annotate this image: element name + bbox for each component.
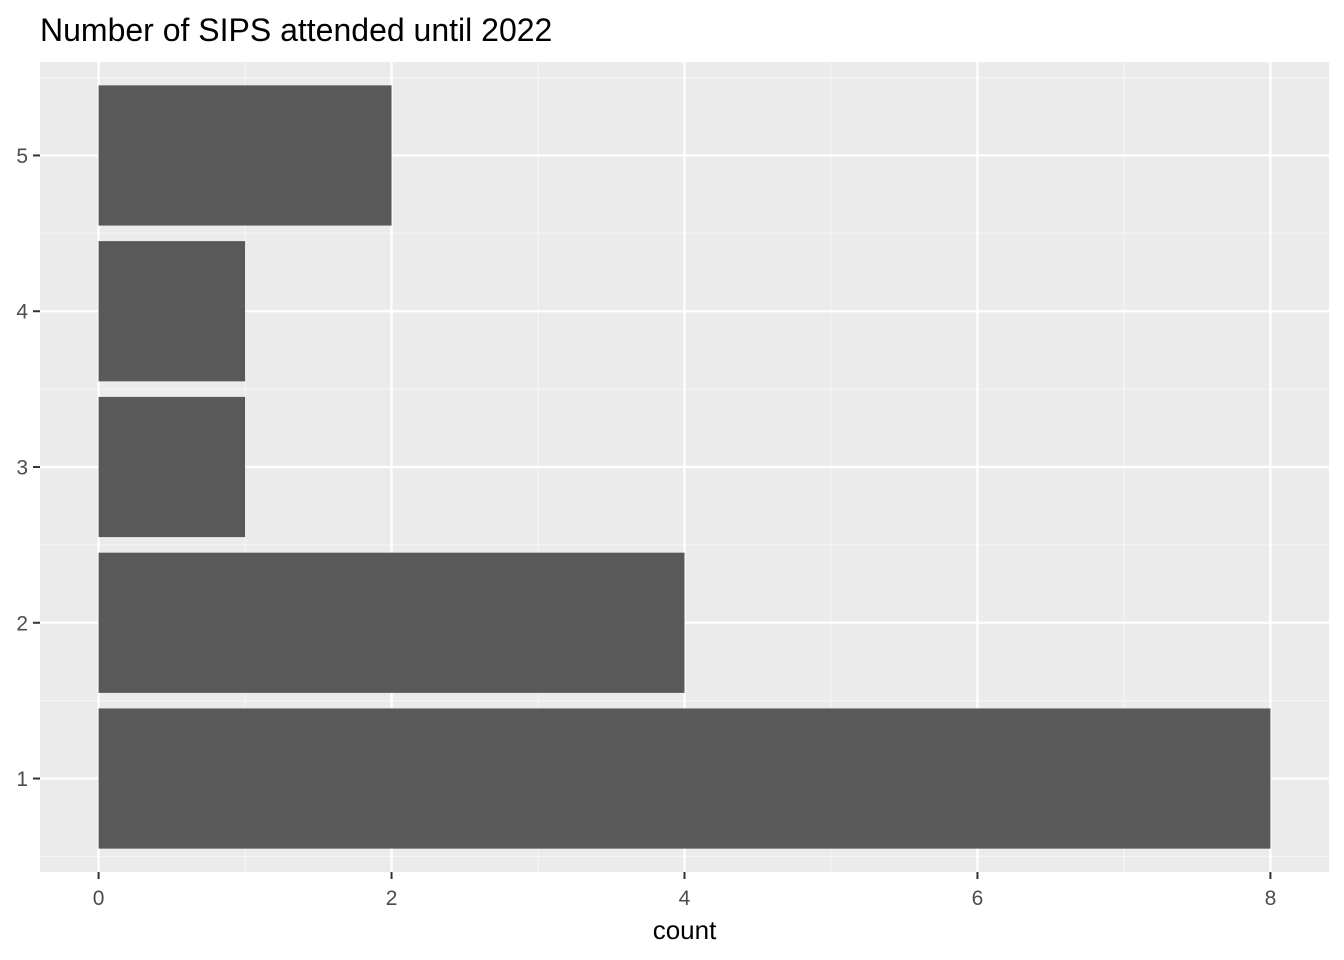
- y-tick-label: 3: [16, 457, 28, 480]
- bars: [98, 85, 1271, 849]
- bar-3: [98, 396, 246, 538]
- x-tick-label: 2: [386, 887, 398, 910]
- bar-4: [98, 241, 246, 382]
- y-tick-label: 5: [16, 145, 28, 168]
- y-axis: 1 2 3 4 5: [16, 145, 40, 791]
- bar-5: [98, 85, 392, 226]
- bar-2: [98, 552, 685, 693]
- y-tick-label: 4: [16, 301, 28, 324]
- y-tick-label: 1: [16, 768, 28, 791]
- chart-title: Number of SIPS attended until 2022: [40, 12, 552, 48]
- x-axis: 0 2 4 6 8: [93, 872, 1277, 910]
- x-axis-title: count: [653, 915, 717, 945]
- x-tick-label: 4: [679, 887, 691, 910]
- x-tick-label: 8: [1265, 887, 1277, 910]
- y-tick-label: 2: [16, 612, 28, 635]
- x-tick-label: 0: [93, 887, 105, 910]
- bar-1: [98, 708, 1271, 849]
- x-tick-label: 6: [972, 887, 984, 910]
